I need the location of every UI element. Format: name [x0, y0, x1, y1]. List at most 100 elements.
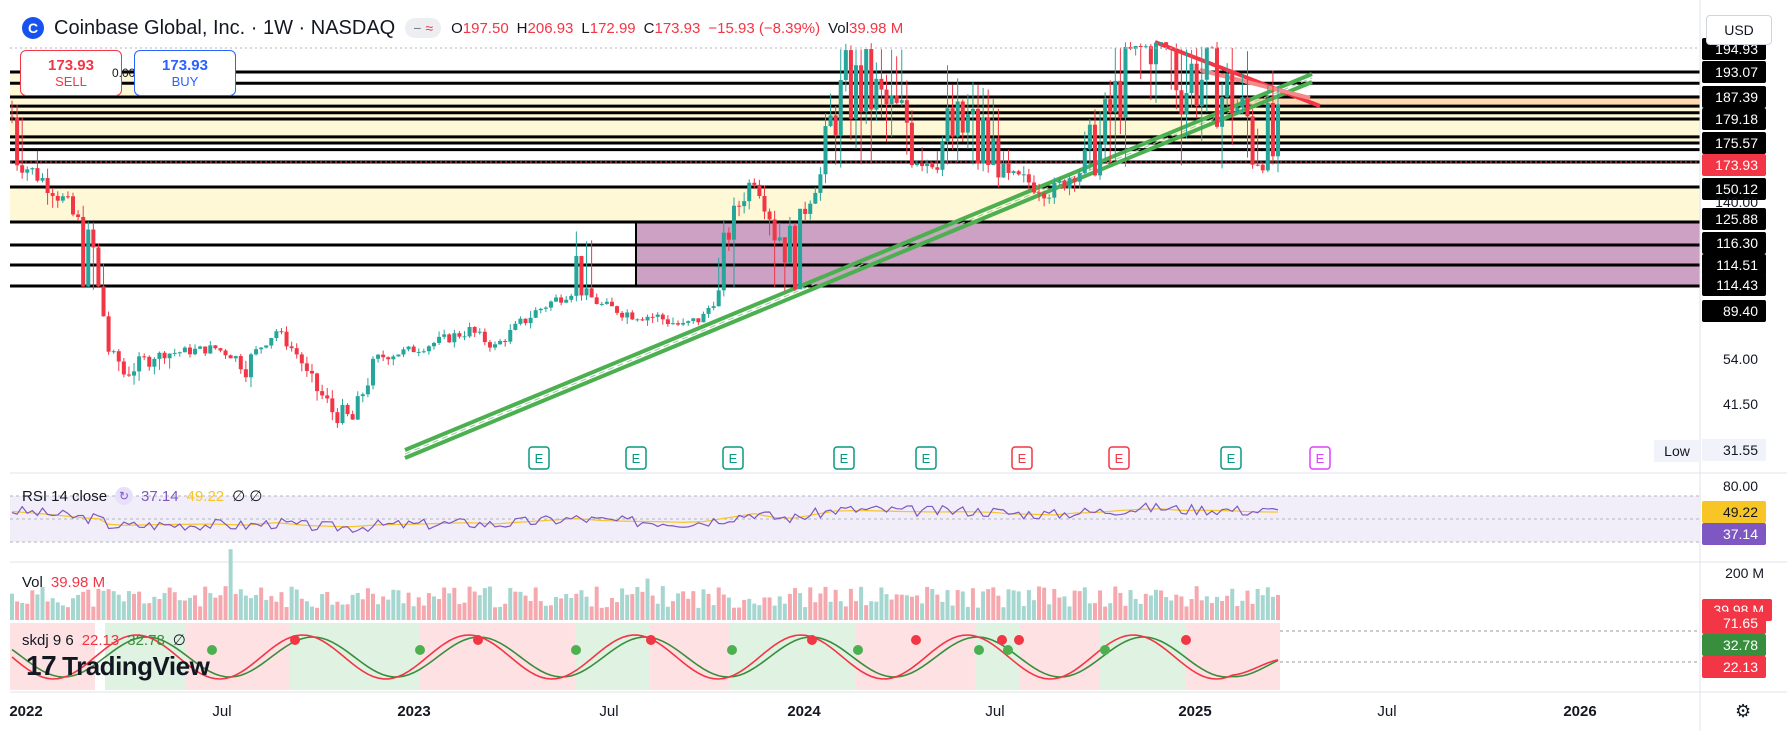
candle-body [1204, 47, 1209, 80]
candle-body [884, 89, 889, 104]
price-axis-label: 194.93 [1715, 41, 1758, 57]
chart-type-toggle[interactable]: − ≈ [405, 18, 442, 38]
candle-body [762, 196, 767, 212]
volume-bar [1047, 604, 1052, 620]
earnings-marker-icon [528, 446, 550, 470]
volume-bar [370, 593, 375, 620]
candle-body [848, 50, 853, 119]
volume-bar [1148, 595, 1153, 620]
candle-body [904, 100, 909, 123]
buy-button[interactable]: 173.93 BUY [134, 50, 236, 96]
volume-bar [742, 600, 747, 620]
candle-body [1087, 124, 1092, 150]
volume-bar [126, 591, 131, 620]
candle-body [365, 385, 370, 395]
candle-body [879, 78, 884, 90]
volume-bar [696, 607, 701, 620]
candle-body [1265, 103, 1270, 171]
refresh-icon[interactable]: ↻ [115, 487, 134, 505]
volume-bar [86, 589, 91, 620]
volume-bar [457, 604, 462, 620]
earnings-marker-text: E [922, 451, 931, 466]
skdj-legend[interactable]: skdj 9 6 22.13 32.78 ∅ [22, 631, 186, 650]
volume-bar [248, 598, 253, 620]
candle-body [86, 229, 91, 287]
candle-body [182, 347, 187, 353]
candle-body [1250, 116, 1255, 165]
buy-label: BUY [171, 74, 199, 89]
skdj-cross-dot [974, 645, 984, 655]
volume-bar [259, 587, 264, 620]
volume-bar [1001, 607, 1006, 620]
volume-legend-value: 39.98 M [50, 574, 106, 591]
candle-body [594, 297, 599, 305]
volume-bar [1037, 586, 1042, 620]
volume-bar [493, 607, 498, 620]
earnings-marker-text: E [840, 451, 849, 466]
volume-bar [909, 596, 914, 620]
skdj-axis-badge [1702, 634, 1766, 656]
candle-body [493, 344, 498, 348]
volume-bar [360, 599, 365, 620]
volume-bar [879, 587, 884, 620]
volume-bar [1082, 587, 1087, 620]
volume-bar [498, 606, 503, 620]
volume-bar [691, 591, 696, 620]
volume-bar [238, 589, 243, 620]
volume-bar [848, 588, 853, 620]
rsi-legend[interactable]: RSI 14 close ↻ 37.14 49.22 ∅ ∅ [22, 487, 262, 505]
candle-body [523, 318, 528, 324]
volume-bar [1067, 606, 1072, 620]
candle-body [1255, 164, 1260, 166]
sell-label: SELL [55, 74, 87, 89]
settings-gear-icon[interactable]: ⚙ [1735, 701, 1752, 721]
candle-body [498, 340, 503, 345]
symbol-title[interactable]: Coinbase Global, Inc. · 1W · NASDAQ [54, 16, 396, 39]
candle-body [223, 350, 228, 356]
candle-body [40, 178, 45, 181]
candle-body [1138, 46, 1143, 48]
candle-body [1047, 197, 1052, 199]
volume-bar [1225, 595, 1230, 620]
candle-body [874, 78, 879, 110]
skdj-legend-label: skdj 9 6 [22, 631, 74, 649]
candle-body [889, 95, 894, 104]
volume-bar [599, 607, 604, 620]
price-axis-label: 125.88 [1715, 211, 1758, 227]
candle-body [1031, 182, 1036, 193]
volume-bar [884, 594, 889, 620]
volume-bar [843, 606, 848, 620]
volume-bar [747, 598, 752, 620]
volume-bar [325, 592, 330, 620]
volume-bar [1265, 587, 1270, 620]
tradingview-logo[interactable]: 17 TradingView [26, 650, 210, 682]
volume-bar [950, 605, 955, 620]
skdj-cross-dot [997, 635, 1007, 645]
candle-body [325, 395, 330, 399]
skdj-legend-extra: ∅ [172, 632, 186, 649]
candle-body [1143, 46, 1148, 48]
skdj-cross-dot [473, 635, 483, 645]
green-trendline [404, 80, 1313, 460]
sell-button[interactable]: 173.93 SELL [20, 50, 122, 96]
candle-body [767, 211, 772, 220]
volume-bar [50, 598, 55, 620]
volume-bar [437, 599, 442, 620]
candle-body [243, 369, 248, 378]
volume-bar [681, 591, 686, 620]
earnings-marker-icon [1108, 446, 1130, 470]
candle-body [909, 122, 914, 166]
candle-body [711, 306, 716, 308]
low-marker-label: Low [1654, 440, 1700, 462]
volume-bar [635, 586, 640, 620]
volume-bar [101, 590, 106, 620]
volume-bar [60, 605, 65, 620]
volume-bar [828, 601, 833, 620]
candle-body [808, 203, 813, 214]
volume-bar [137, 591, 142, 620]
candle-body [401, 349, 406, 355]
volume-bar [411, 606, 416, 620]
currency-button[interactable]: USD [1706, 15, 1772, 45]
volume-legend[interactable]: Vol 39.98 M [22, 574, 105, 591]
